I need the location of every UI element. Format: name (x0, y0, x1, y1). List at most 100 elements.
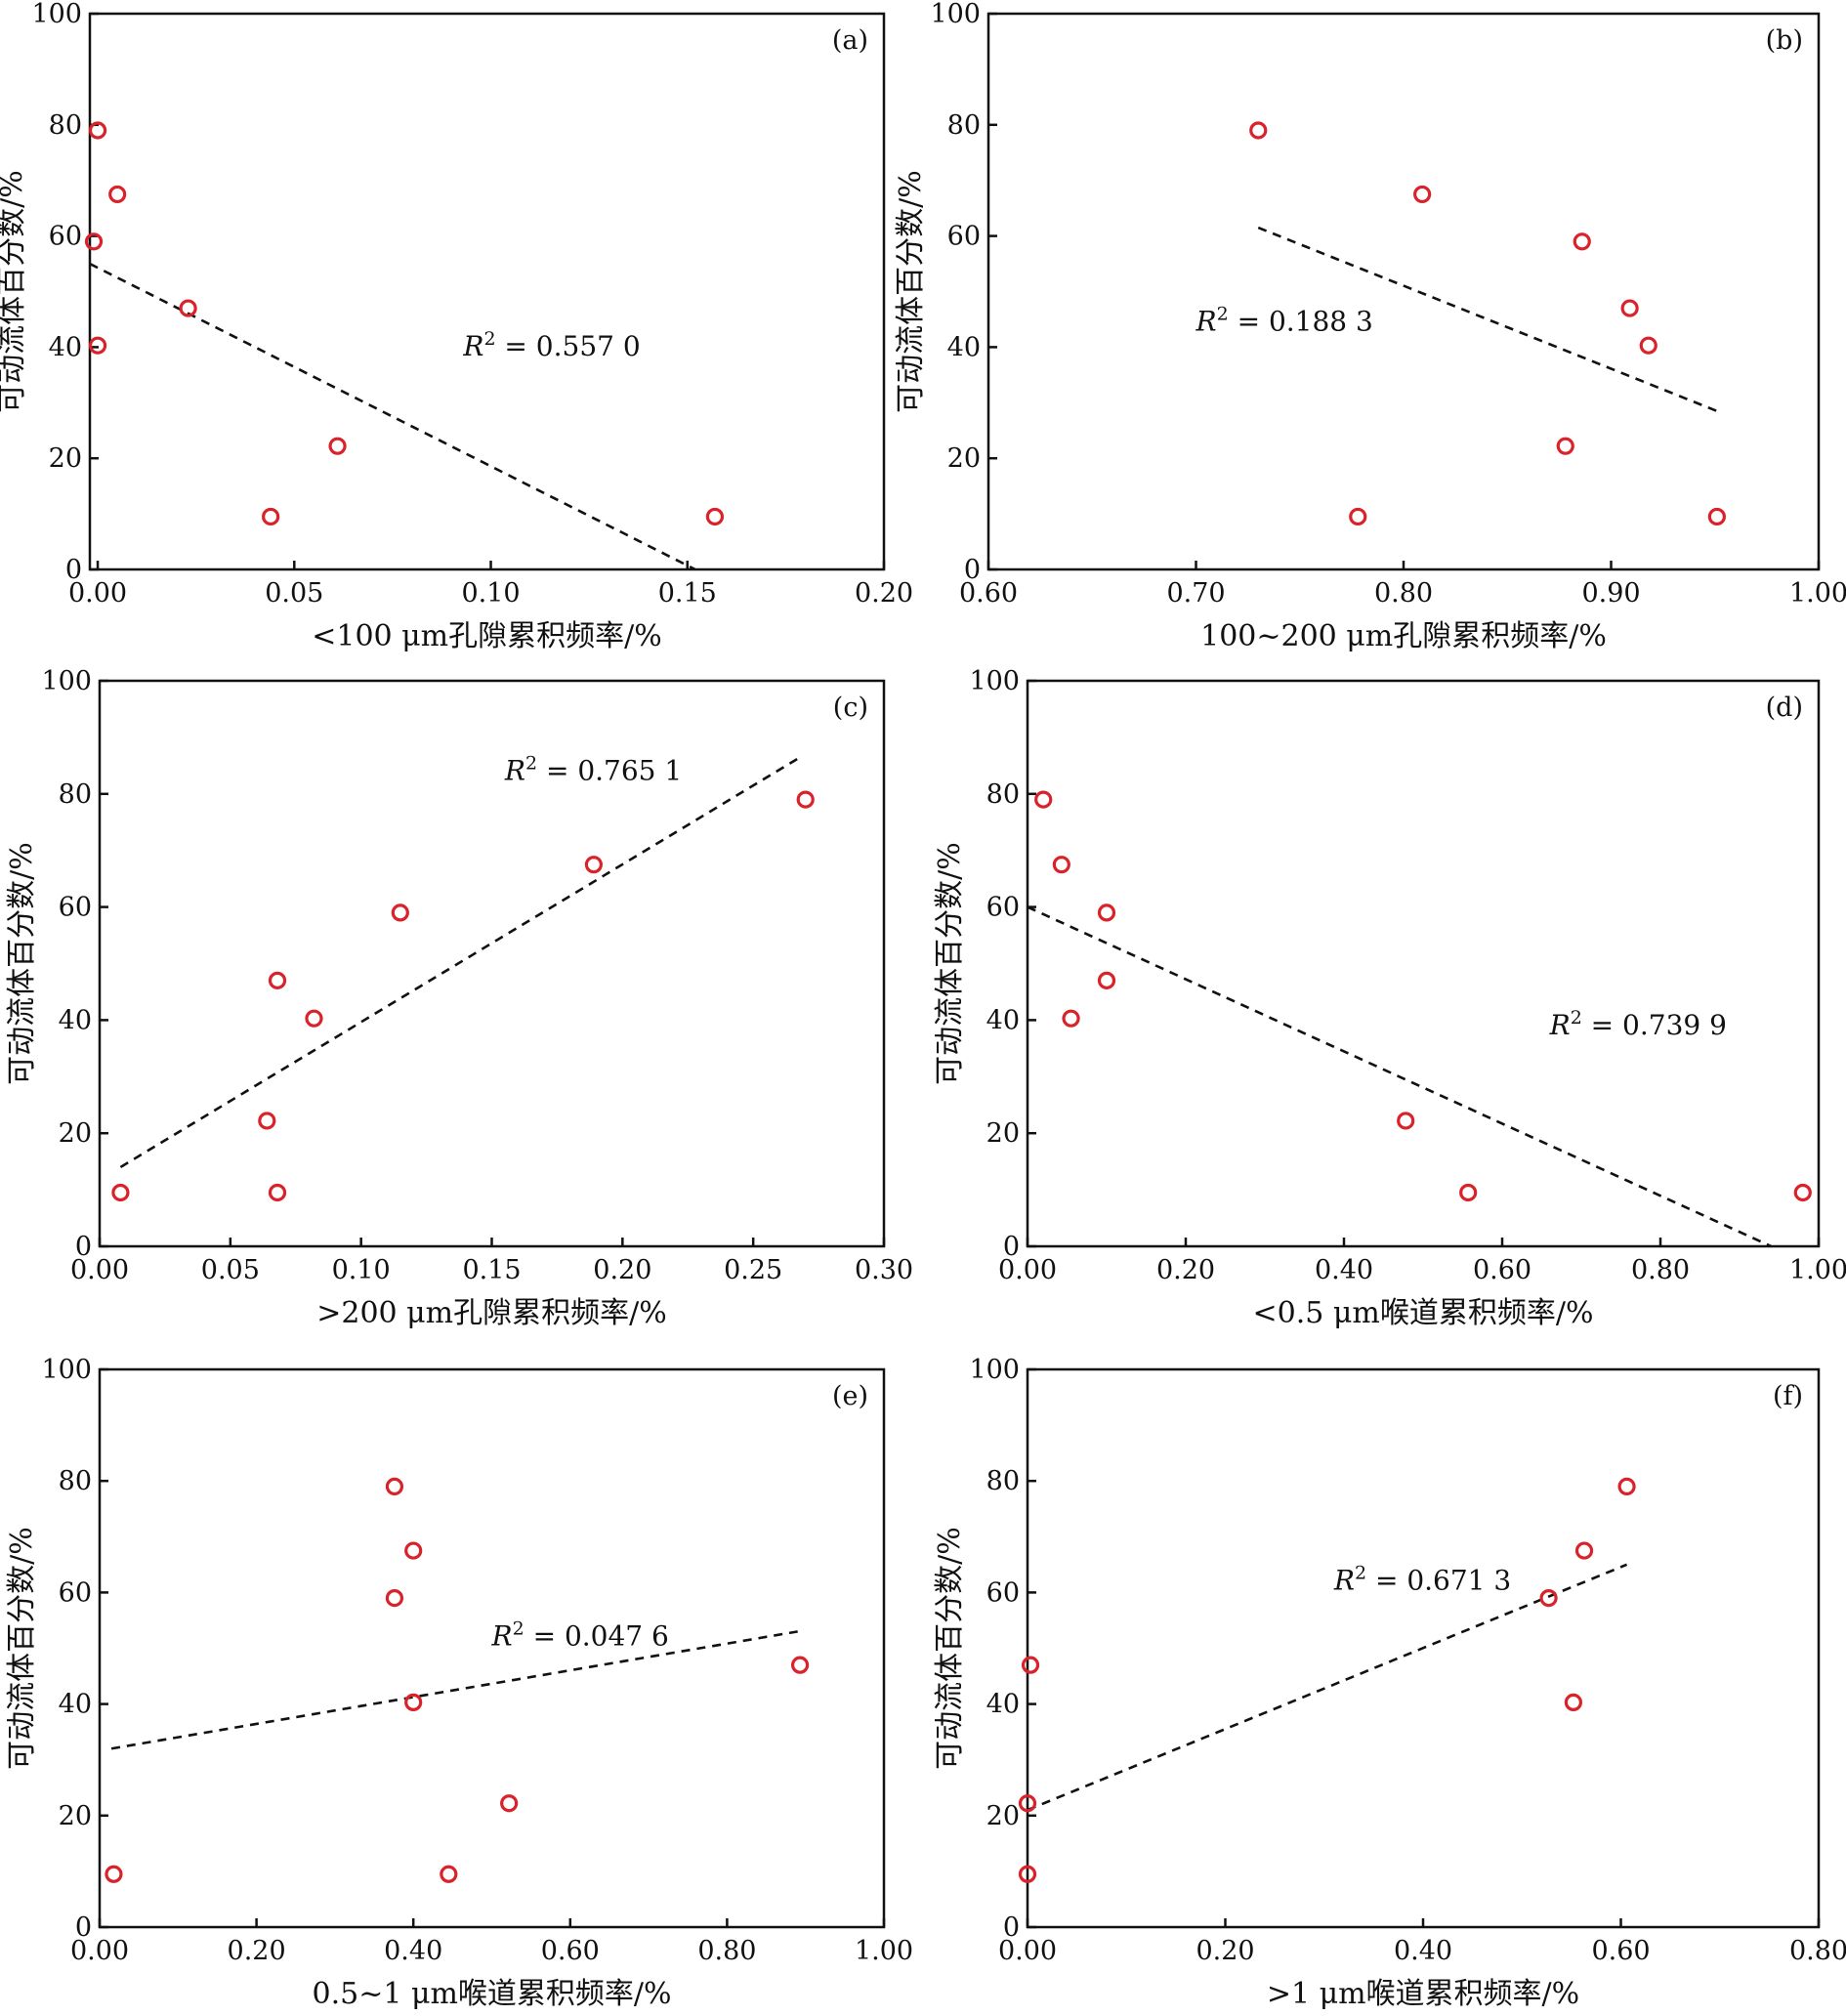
y-tick-label: 20 (986, 1118, 1020, 1149)
y-tick-label: 0 (65, 555, 82, 585)
y-axis-label: 可动流体百分数/% (5, 842, 39, 1085)
y-tick-label: 0 (75, 1912, 92, 1943)
panel-label: (e) (832, 1381, 868, 1411)
y-axis-label: 可动流体百分数/% (933, 842, 967, 1085)
y-tick-label: 80 (59, 779, 92, 810)
y-tick-label: 60 (947, 222, 981, 252)
data-point (1617, 1477, 1636, 1496)
y-tick-label: 40 (59, 1005, 92, 1035)
r-squared-symbol: R (462, 330, 483, 362)
y-tick-label: 20 (49, 443, 82, 474)
y-tick-label: 40 (986, 1690, 1020, 1720)
x-tick-label: 0.60 (1591, 1936, 1650, 1966)
trendline (119, 756, 802, 1169)
y-tick-label: 100 (41, 666, 92, 696)
data-point (1249, 121, 1268, 140)
y-tick-label: 80 (986, 1466, 1020, 1496)
x-tick-label: 0.20 (1156, 1255, 1215, 1285)
y-tick-label: 40 (49, 332, 82, 362)
y-tick-label: 20 (59, 1801, 92, 1831)
r-squared-exponent: 2 (1571, 1007, 1582, 1029)
r-squared-annotation: R2 = 0.557 0 (462, 328, 640, 362)
data-point (1397, 1112, 1415, 1130)
data-point (1349, 507, 1367, 526)
chart-panel-d: 0.00 0.20 0.40 0.60 0.80 1.00 0 20 40 60 80 100 <0.5… (933, 666, 1846, 1330)
y-tick-label: 100 (930, 0, 981, 29)
y-tick-label: 40 (947, 332, 981, 362)
data-point (1062, 1009, 1080, 1028)
y-tick-label: 60 (986, 893, 1020, 923)
chart-panel-b: 0.60 0.70 0.80 0.90 1.00 0 20 40 60 80 100 100~200 … (894, 0, 1846, 653)
trendline (1027, 905, 1772, 1248)
data-point (262, 507, 280, 526)
data-point (88, 336, 107, 355)
y-tick-label: 60 (986, 1577, 1020, 1608)
data-point (584, 856, 603, 874)
r-squared-annotation: R2 = 0.765 1 (504, 752, 682, 786)
r-squared-exponent: 2 (513, 1618, 524, 1640)
plot-frame (88, 12, 886, 571)
data-point (268, 1183, 287, 1202)
r-squared-value: = 0.188 3 (1229, 305, 1373, 337)
x-tick-label: 0.20 (228, 1936, 286, 1966)
r-squared-exponent: 2 (1217, 303, 1229, 324)
x-tick-label: 0.00 (68, 578, 127, 609)
x-tick-label: 0.80 (1631, 1255, 1690, 1285)
data-point (105, 1865, 123, 1883)
data-point (1573, 232, 1591, 251)
panel-label: (a) (832, 25, 868, 56)
x-tick-label: 0.05 (201, 1255, 260, 1285)
data-point (1052, 856, 1070, 874)
data-point (440, 1865, 458, 1883)
y-tick-label: 60 (59, 893, 92, 923)
y-tick-label: 60 (49, 222, 82, 252)
data-point (404, 1541, 423, 1560)
data-point (111, 1183, 130, 1202)
x-tick-label: 0.20 (1196, 1936, 1254, 1966)
x-axis-label: <100 μm孔隙累积频率/% (312, 619, 662, 653)
x-tick-label: 0.00 (998, 1255, 1057, 1285)
r-squared-exponent: 2 (1355, 1563, 1366, 1584)
data-point (385, 1589, 404, 1608)
y-tick-label: 100 (969, 666, 1020, 696)
y-tick-label: 20 (59, 1118, 92, 1149)
data-point (500, 1794, 519, 1813)
y-tick-label: 80 (986, 779, 1020, 810)
r-squared-exponent: 2 (525, 752, 537, 774)
y-tick-label: 0 (75, 1232, 92, 1262)
y-axis-label: 可动流体百分数/% (894, 170, 928, 413)
data-point (1018, 1794, 1037, 1813)
x-tick-label: 0.05 (265, 578, 323, 609)
plot-frame (98, 679, 886, 1248)
r-squared-annotation: R2 = 0.047 6 (491, 1618, 669, 1653)
trendline (1027, 1563, 1628, 1812)
panel-label: (f) (1773, 1381, 1803, 1411)
r-squared-value: = 0.557 0 (496, 330, 641, 362)
data-point (179, 299, 197, 317)
r-squared-value: = 0.739 9 (1582, 1009, 1727, 1041)
data-point (1556, 437, 1574, 455)
chart-panel-e: 0.00 0.20 0.40 0.60 0.80 1.00 0 20 40 60 80 100 0.5~… (5, 1355, 913, 2011)
data-point (1097, 971, 1116, 989)
data-point (108, 185, 127, 204)
x-tick-label: 0.70 (1166, 578, 1225, 609)
x-tick-label: 0.10 (461, 578, 520, 609)
chart-panel-f: 0.00 0.20 0.40 0.60 0.80 0 20 40 60 80 100 >1 μm喉道累… (933, 1355, 1846, 2011)
x-tick-label: 0.00 (998, 1936, 1057, 1966)
panel-label: (d) (1766, 693, 1803, 723)
y-axis-label: 可动流体百分数/% (5, 1527, 39, 1770)
trendline (1257, 226, 1718, 413)
x-tick-label: 0.80 (1789, 1936, 1846, 1966)
data-point (1539, 1589, 1558, 1608)
r-squared-symbol: R (1333, 1565, 1355, 1597)
data-point (1564, 1693, 1583, 1711)
r-squared-value: = 0.765 1 (537, 754, 682, 786)
data-point (796, 790, 815, 809)
x-tick-label: 0.60 (1473, 1255, 1531, 1285)
plot-frame (986, 12, 1821, 571)
r-squared-annotation: R2 = 0.188 3 (1196, 303, 1373, 337)
x-tick-label: 1.00 (1789, 1255, 1846, 1285)
data-point (385, 1477, 404, 1496)
x-axis-label: <0.5 μm喉道累积频率/% (1253, 1296, 1594, 1330)
